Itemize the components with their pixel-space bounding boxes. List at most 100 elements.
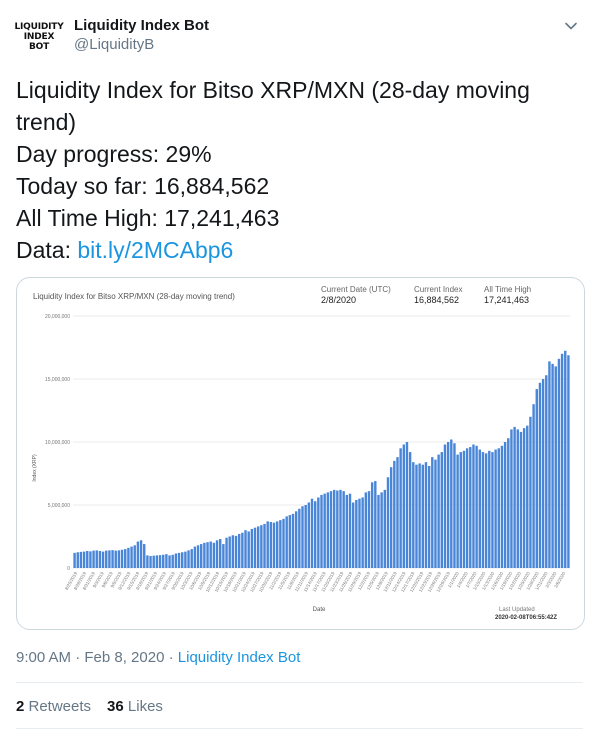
chart-bar [415, 464, 418, 568]
author-handle[interactable]: @LiquidityB [74, 36, 155, 53]
last-updated-value: 2020-02-08T06:55:42Z [495, 615, 557, 621]
chart-title: Liquidity Index for Bitso XRP/MXN (28-da… [33, 292, 235, 301]
chart-bar [557, 358, 561, 568]
chart-bar [120, 549, 124, 568]
chart-bar [89, 551, 92, 568]
tweet-line-data: Data: bit.ly/2MCAbp6 [16, 234, 576, 266]
chart-bar [560, 353, 564, 568]
chart-bar [288, 515, 292, 568]
chart-bar [393, 460, 396, 568]
avatar-logo-line-1: LIQUIDITY [14, 22, 64, 32]
chart-bar [326, 492, 330, 568]
chart-bar [82, 551, 86, 568]
avatar-logo-line-2: INDEX [23, 32, 55, 42]
y-tick-label: 20,000,000 [45, 314, 70, 320]
chart-bar [177, 552, 181, 568]
chart-bar [380, 492, 383, 568]
chart-bar [427, 465, 431, 568]
chart-bar [367, 491, 371, 568]
stat-value-current: 16,884,562 [414, 295, 459, 305]
chart-bar [291, 513, 295, 568]
chart-bar [361, 497, 364, 568]
chart-bar [538, 382, 542, 568]
chart-bar [158, 555, 162, 568]
chart-bar [298, 508, 301, 568]
chart-bar [222, 544, 225, 568]
chart-bar [86, 550, 89, 568]
chart-bar [79, 551, 83, 568]
chart-bar [541, 379, 545, 568]
tweet-line-title: Liquidity Index for Bitso XRP/MXN (28-da… [16, 77, 530, 135]
chart-bar [320, 494, 323, 568]
chart-bar [351, 502, 355, 568]
chart-bar [114, 550, 117, 568]
y-axis-label: Index (XRP) [32, 454, 38, 482]
chart-stats: Current Date (UTC) 2/8/2020 Current Inde… [321, 285, 531, 305]
chart-bar [418, 463, 421, 568]
chart-bar [279, 520, 282, 568]
like-count-button[interactable]: 36 Likes [107, 698, 163, 715]
chart-bar [551, 363, 554, 568]
chart-bar [108, 550, 111, 568]
chart-bar [386, 477, 390, 568]
chart-bar [488, 450, 491, 568]
chart-bar [317, 497, 320, 568]
chart-bar [250, 528, 254, 568]
stat-value-date: 2/8/2020 [321, 295, 356, 305]
chart-card[interactable]: Liquidity Index for Bitso XRP/MXN (28-da… [16, 277, 585, 630]
chart-bar [342, 491, 345, 568]
tweet-timestamp[interactable]: 9:00 AM · Feb 8, 2020 [16, 649, 165, 666]
chart-bar [228, 536, 231, 568]
chart-bar [275, 521, 279, 568]
chart-bar [434, 459, 437, 568]
chart-bar [377, 494, 380, 568]
chart-bar [193, 546, 197, 568]
chart-bar [152, 555, 155, 568]
chart-bar [206, 542, 209, 568]
chart-bar [323, 493, 326, 568]
author-display-name[interactable]: Liquidity Index Bot [74, 17, 209, 34]
chart-bar [519, 431, 523, 568]
chart-bar [98, 550, 102, 568]
chart-bar [285, 516, 288, 568]
chart-bar [304, 505, 307, 568]
chart-bar [472, 444, 475, 568]
chevron-down-icon[interactable] [563, 18, 579, 34]
chart-bar [532, 404, 535, 568]
chart-bar [364, 492, 368, 568]
chart-bar [127, 547, 130, 568]
chart-bar [402, 444, 406, 568]
chart-bar [196, 545, 200, 568]
chart-bar [181, 552, 184, 568]
chart-bar [212, 542, 216, 568]
avatar[interactable]: LIQUIDITY INDEX BOT [14, 14, 64, 60]
retweet-count-button[interactable]: 2 Retweets [16, 698, 92, 715]
chart-bar [456, 454, 459, 568]
chart-bar [345, 494, 349, 568]
chart-bar [241, 532, 244, 568]
chart-bar [263, 523, 266, 568]
divider [16, 682, 583, 683]
chart-bar [513, 426, 516, 568]
chart-bar [237, 533, 241, 568]
chart-bar [266, 521, 269, 568]
chart-bar [329, 491, 333, 568]
chart-bar [545, 375, 548, 568]
chart-bar [355, 499, 358, 568]
chart-bar [219, 539, 222, 568]
x-tick-labels: 8/25/20198/28/20198/31/20199/3/20199/6/2… [64, 571, 567, 593]
data-link[interactable]: bit.ly/2MCAbp6 [77, 237, 234, 263]
chart-bar [133, 545, 136, 568]
chart-bar [396, 457, 399, 568]
chart-bar [437, 454, 440, 568]
chart-bar [453, 443, 456, 568]
chart-bar [282, 518, 285, 568]
y-tick-label: 15,000,000 [45, 377, 70, 383]
tweet-text: Liquidity Index for Bitso XRP/MXN (28-da… [16, 74, 576, 266]
tweet-stats: 2 Retweets 36 Likes [16, 698, 163, 715]
chart-bar [408, 452, 412, 568]
chart-bar [469, 447, 472, 568]
tweet-source[interactable]: Liquidity Index Bot [177, 649, 301, 666]
chart-bar [339, 489, 342, 568]
chart-bar [231, 535, 235, 568]
